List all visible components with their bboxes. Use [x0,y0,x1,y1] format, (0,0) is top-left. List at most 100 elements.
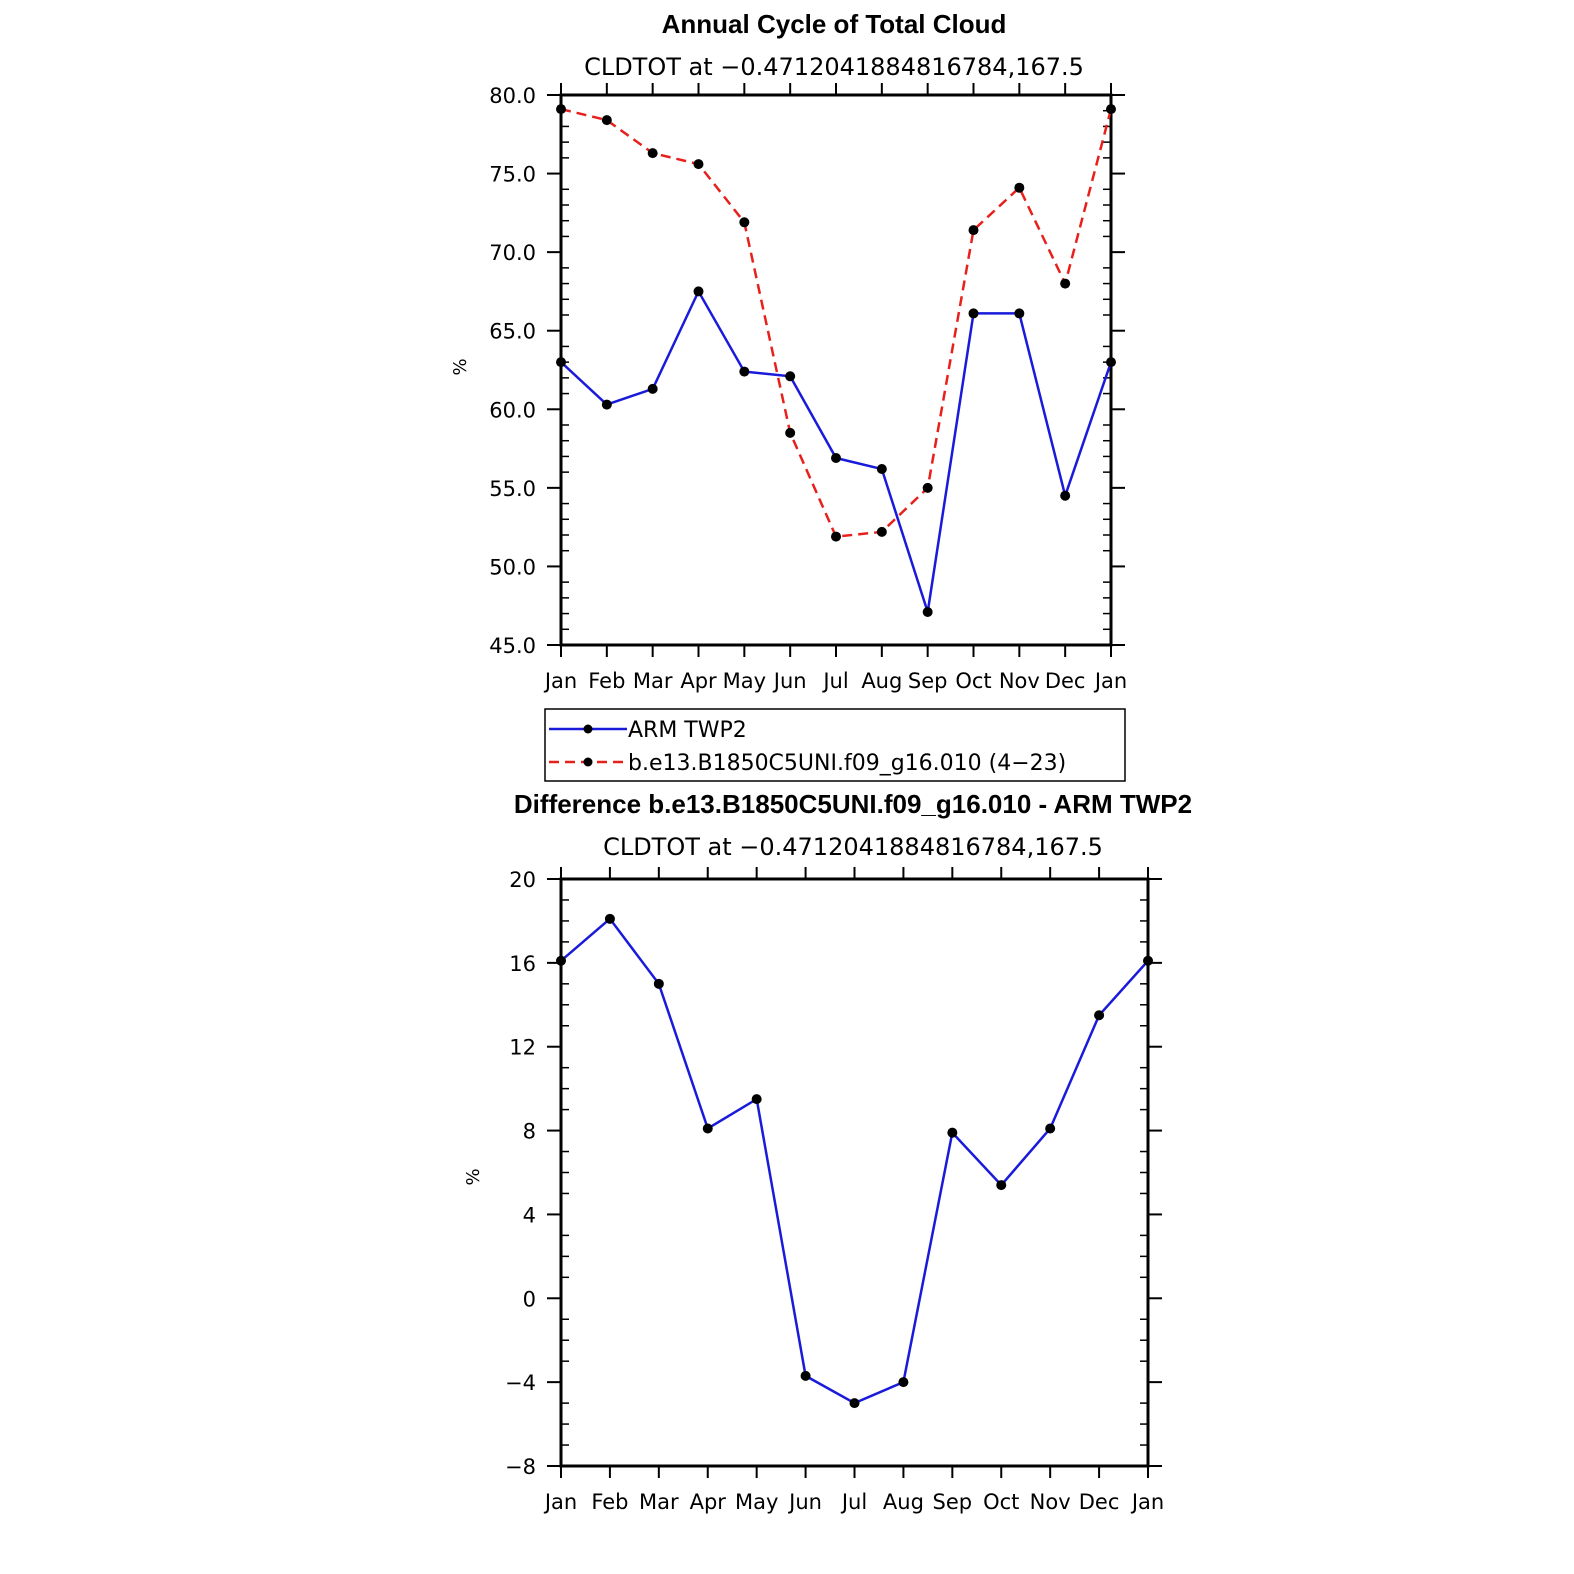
data-point [647,148,658,159]
legend-box [544,708,1126,782]
y-tick-label: 20 [509,868,536,892]
data-point [922,482,933,493]
x-tick-label: Jan [543,1490,577,1514]
y-tick-label: 12 [509,1036,536,1060]
chart-title: Annual Cycle of Total Cloud [662,9,1007,39]
data-point [831,453,841,463]
y-tick-label: −8 [505,1455,536,1479]
data-point [1014,308,1025,319]
y-tick-label: 60.0 [489,398,536,422]
x-tick-label: Oct [955,669,991,693]
x-tick-label: Jun [772,669,807,693]
data-point [996,1180,1007,1191]
y-tick-label: 50.0 [489,555,536,579]
data-point [601,115,612,126]
data-point [831,531,841,542]
series-group [556,913,1153,1409]
y-tick-label: 16 [509,952,536,976]
data-point [653,978,664,989]
x-tick-label: Mar [639,1490,679,1514]
data-point [647,383,658,394]
data-point [556,357,566,368]
x-tick-label: Dec [1079,1490,1120,1514]
plot-frame: Jan Feb Mar Apr May Jun Jul Aug Sep Oct Nov Dec Jan−… [505,867,1164,1514]
x-tick-label: Jul [840,1490,867,1514]
data-point [968,225,979,236]
data-point [1060,278,1071,289]
y-tick-label: 55.0 [489,477,536,501]
data-point [1143,955,1153,966]
legend-label-arm: ARM TWP2 [628,718,747,743]
y-tick-label: 8 [523,1120,536,1144]
chart-subtitle: CLDTOT at −0.4712041884816784,167.5 [584,53,1084,81]
data-point [702,1123,713,1134]
data-point [1060,490,1071,501]
data-point [556,104,566,115]
series-line-0 [560,288,1113,613]
data-point [601,399,612,410]
data-point [968,308,979,319]
data-point [947,1127,958,1138]
x-tick-label: Aug [861,669,902,693]
data-point [1106,357,1116,368]
data-point [1106,104,1116,115]
y-tick-label: 65.0 [489,320,536,344]
legend-marker-arm [583,724,593,734]
y-axis-label: % [463,1168,484,1185]
plot-border [559,877,1150,1468]
x-tick-label: Sep [933,1490,973,1514]
series-line-0 [560,916,1149,1405]
data-point [693,159,704,170]
x-tick-label: Jan [1093,669,1127,693]
data-point [800,1370,811,1381]
series-group [556,104,1116,617]
x-tick-label: Apr [690,1490,727,1514]
x-tick-label: Jul [821,669,848,693]
y-tick-label: −4 [505,1371,536,1395]
difference-chart: Difference b.e13.B1850C5UNI.f09_g16.010 … [463,789,1192,1514]
x-tick-label: Sep [908,669,948,693]
y-tick-label: 75.0 [489,163,536,187]
y-tick-label: 45.0 [489,634,536,658]
data-point [849,1398,860,1409]
y-tick-label: 70.0 [489,241,536,265]
x-tick-label: Feb [591,1490,628,1514]
data-point [898,1377,909,1388]
x-tick-label: May [723,669,766,693]
x-tick-label: Nov [999,669,1040,693]
x-tick-label: Jan [1130,1490,1164,1514]
data-point [1094,1010,1105,1021]
data-point [785,427,796,438]
x-tick-label: Aug [883,1490,924,1514]
x-tick-label: Jun [787,1490,822,1514]
x-tick-label: Apr [680,669,717,693]
legend: ARM TWP2 b.e13.B1850C5UNI.f09_g16.010 (4… [544,708,1126,782]
plot-border [559,93,1113,647]
data-point [739,217,750,228]
data-point [876,464,887,474]
x-tick-label: Mar [633,669,673,693]
series-line-1 [560,107,1113,538]
data-point [785,371,796,382]
data-point [1014,182,1025,193]
data-point [876,526,887,537]
x-tick-label: Dec [1045,669,1086,693]
data-point [604,913,615,924]
chart-title: Difference b.e13.B1850C5UNI.f09_g16.010 … [514,789,1192,819]
data-point [922,607,933,617]
annual-cycle-chart: Annual Cycle of Total Cloud CLDTOT at −0… [450,9,1127,693]
legend-marker-model [583,757,593,767]
x-tick-label: Feb [588,669,625,693]
plot-frame: Jan Feb Mar Apr May Jun Jul Aug Sep Oct Nov Dec Jan 4… [489,83,1127,693]
chart-subtitle: CLDTOT at −0.4712041884816784,167.5 [603,833,1103,861]
legend-label-model: b.e13.B1850C5UNI.f09_g16.010 (4−23) [628,751,1066,776]
y-tick-label: 4 [523,1203,536,1227]
data-point [693,286,704,297]
data-point [739,366,750,377]
y-tick-label: 80.0 [489,84,536,108]
data-point [1045,1123,1056,1134]
x-tick-label: Nov [1030,1490,1071,1514]
data-point [751,1094,762,1105]
y-tick-label: 0 [523,1287,536,1311]
